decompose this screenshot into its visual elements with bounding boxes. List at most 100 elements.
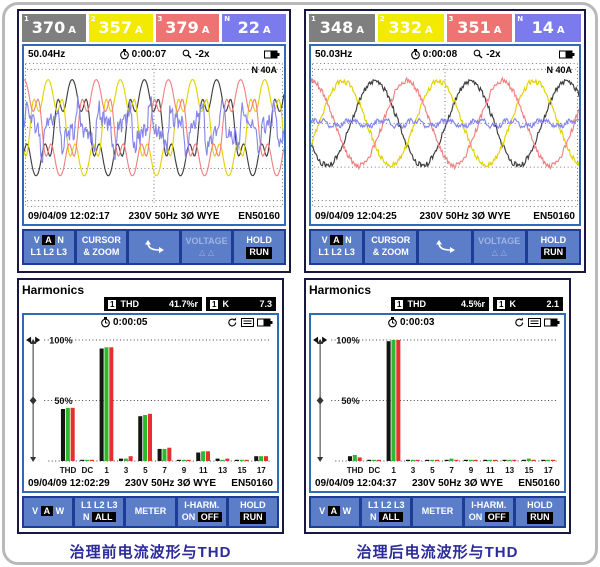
reading-l1: 1 348 A: [309, 14, 375, 42]
reading-neutral-value: 22: [237, 18, 260, 37]
fkey-meter[interactable]: METER: [413, 498, 462, 526]
lcd-screen: 50.03Hz 0:00:08 -2x N 40A 09/04/09 12:04…: [309, 44, 581, 226]
svg-text:100%: 100%: [336, 336, 359, 346]
harmonics-summary: 1 THD 41.7%r 1 K 7.3: [104, 297, 279, 311]
svg-text:100%: 100%: [49, 336, 72, 346]
reading-l2-value: 332: [388, 18, 422, 37]
svg-text:17: 17: [544, 466, 554, 475]
waveform-svg: [311, 63, 579, 207]
harmonics-title: Harmonics: [22, 283, 85, 297]
timer-icon: [410, 48, 420, 59]
thd-value: 41.7%r: [168, 299, 198, 309]
fkey-meter[interactable]: METER: [126, 498, 175, 526]
kfactor-chip: 1 K 2.1: [493, 297, 563, 311]
svg-text:7: 7: [449, 466, 454, 475]
svg-text:50%: 50%: [341, 396, 359, 406]
current-readings-before: 1 370 A 2 357 A 3 379 A N 22 A: [22, 14, 286, 42]
fkey-v-label: V: [33, 235, 40, 246]
fkey-cursor-zoom[interactable]: CURSOR & ZOOM: [76, 231, 127, 263]
svg-text:11: 11: [486, 466, 495, 475]
status-standard: EN50160: [238, 210, 280, 222]
waveform-plot-before: N 40A: [24, 62, 284, 208]
voltage-symbols: △ △: [199, 247, 215, 257]
lcd-screen: 0:00:03 100% 50% THD DC 1 3 5 7 9 11 13 15 17 09/04/…: [309, 313, 566, 493]
status-config: 230V 50Hz 3Ø WYE: [124, 478, 217, 489]
fkey-van-l123[interactable]: V A N L1 L2 L3: [311, 231, 363, 263]
timer-icon: [119, 48, 129, 59]
info-row: 0:00:05: [24, 315, 277, 330]
fkey-phase-select[interactable]: L1 L2 L3 N ALL: [75, 498, 124, 526]
reading-l2-phase: 2: [90, 15, 96, 23]
thd-chip: 1 THD 4.5%r: [391, 297, 489, 311]
reading-l1-phase: 1: [24, 15, 29, 23]
status-standard: EN50160: [231, 478, 273, 489]
svg-text:3: 3: [124, 466, 129, 475]
move-arrows-icon: [436, 240, 455, 253]
reading-l3-value: 379: [165, 18, 199, 37]
run-state-chip: RUN: [240, 512, 266, 524]
battery-icon: [544, 318, 560, 327]
fkey-voltage-disabled[interactable]: VOLTAGE △ △: [181, 231, 232, 263]
reading-l1-unit: A: [68, 25, 76, 36]
fkey-hold-run[interactable]: HOLD RUN: [527, 231, 580, 263]
zoom-icon: [473, 49, 483, 59]
run-state-chip: RUN: [246, 247, 272, 259]
fkey-vaw[interactable]: V A W: [311, 498, 360, 526]
reading-l3-value: 351: [457, 18, 491, 37]
caption-after: 治理后电流波形与THD: [356, 544, 519, 561]
lcd-screen: 0:00:05 100% 50% THD DC 1 3 5 7 9 11 13 15 17 09/04/…: [22, 313, 279, 493]
reading-l2-value: 357: [98, 18, 132, 37]
range-label: N 40A: [251, 65, 277, 75]
svg-text:15: 15: [237, 466, 247, 475]
reading-l3-unit: A: [201, 25, 210, 36]
frequency-readout: 50.03Hz: [315, 48, 353, 60]
status-config: 230V 50Hz 3Ø WYE: [419, 210, 511, 222]
refresh-icon: [228, 317, 237, 327]
panel-scope-after: 1 348 A 2 332 A 3 351 A N 14 A 50.03Hz 0:00:08 -…: [304, 9, 586, 273]
fkey-phase-select[interactable]: L1 L2 L3 N ALL: [362, 498, 411, 526]
off-selected-chip: OFF: [197, 512, 222, 522]
fkey-hold-run[interactable]: HOLD RUN: [234, 231, 284, 263]
reading-neutral: N 14 A: [515, 14, 581, 42]
reading-l1-value: 348: [319, 18, 354, 37]
fkey-vaw[interactable]: V A W: [24, 498, 73, 526]
elapsed-timer: 0:00:05: [113, 317, 148, 328]
info-row: 50.04Hz 0:00:07 -2x: [24, 46, 284, 62]
move-arrows-icon: [144, 240, 164, 253]
reading-l2: 2 357 A: [88, 14, 153, 42]
zoom-level: -2x: [486, 48, 501, 60]
zoom-level: -2x: [195, 48, 210, 60]
status-datetime: 09/04/09 12:04:25: [315, 210, 397, 222]
status-datetime: 09/04/09 12:02:17: [28, 210, 110, 222]
svg-text:1: 1: [391, 466, 396, 475]
panel-scope-before: 1 370 A 2 357 A 3 379 A N 22 A 50.04Hz 0:00:07 -…: [17, 9, 291, 273]
fkey-iharm[interactable]: I-HARM. ON OFF: [177, 498, 226, 526]
svg-text:5: 5: [143, 466, 148, 475]
range-label: N 40A: [546, 65, 572, 75]
fkey-hold-run[interactable]: HOLD RUN: [228, 498, 278, 526]
svg-text:7: 7: [162, 466, 167, 475]
fkey-move[interactable]: [129, 231, 179, 263]
fkey-voltage-disabled[interactable]: VOLTAGE △ △: [473, 231, 525, 263]
reading-neutral-phase: N: [224, 15, 231, 23]
fkey-phases-label: L1 L2 L3: [30, 247, 68, 257]
status-row: 09/04/09 12:04:25 230V 50Hz 3Ø WYE EN501…: [311, 208, 579, 224]
fkey-iharm[interactable]: I-HARM. ON OFF: [464, 498, 513, 526]
status-standard: EN50160: [518, 478, 560, 489]
harmonics-bar-svg: 100%50%THD DC 1 3 5 7 9 11 13 15 17: [313, 336, 558, 475]
svg-text:15: 15: [524, 466, 534, 475]
fkey-hold-run[interactable]: HOLD RUN: [515, 498, 565, 526]
memory-card-icon: [241, 318, 254, 327]
harmonics-title: Harmonics: [309, 283, 372, 297]
fkey-a-selected: A: [40, 506, 54, 517]
fkey-cursor-zoom[interactable]: CURSOR & ZOOM: [365, 231, 417, 263]
memory-card-icon: [528, 318, 541, 327]
fkey-move[interactable]: [419, 231, 471, 263]
harmonics-chart-before: 100% 50% THD DC 1 3 5 7 9 11 13 15 17: [24, 330, 277, 476]
elapsed-timer: 0:00:08: [422, 48, 458, 60]
reading-l3-phase: 3: [157, 15, 163, 23]
fkey-van-l123[interactable]: V A N L1 L2 L3: [24, 231, 74, 263]
svg-text:9: 9: [469, 466, 474, 475]
status-config: 230V 50Hz 3Ø WYE: [411, 478, 504, 489]
